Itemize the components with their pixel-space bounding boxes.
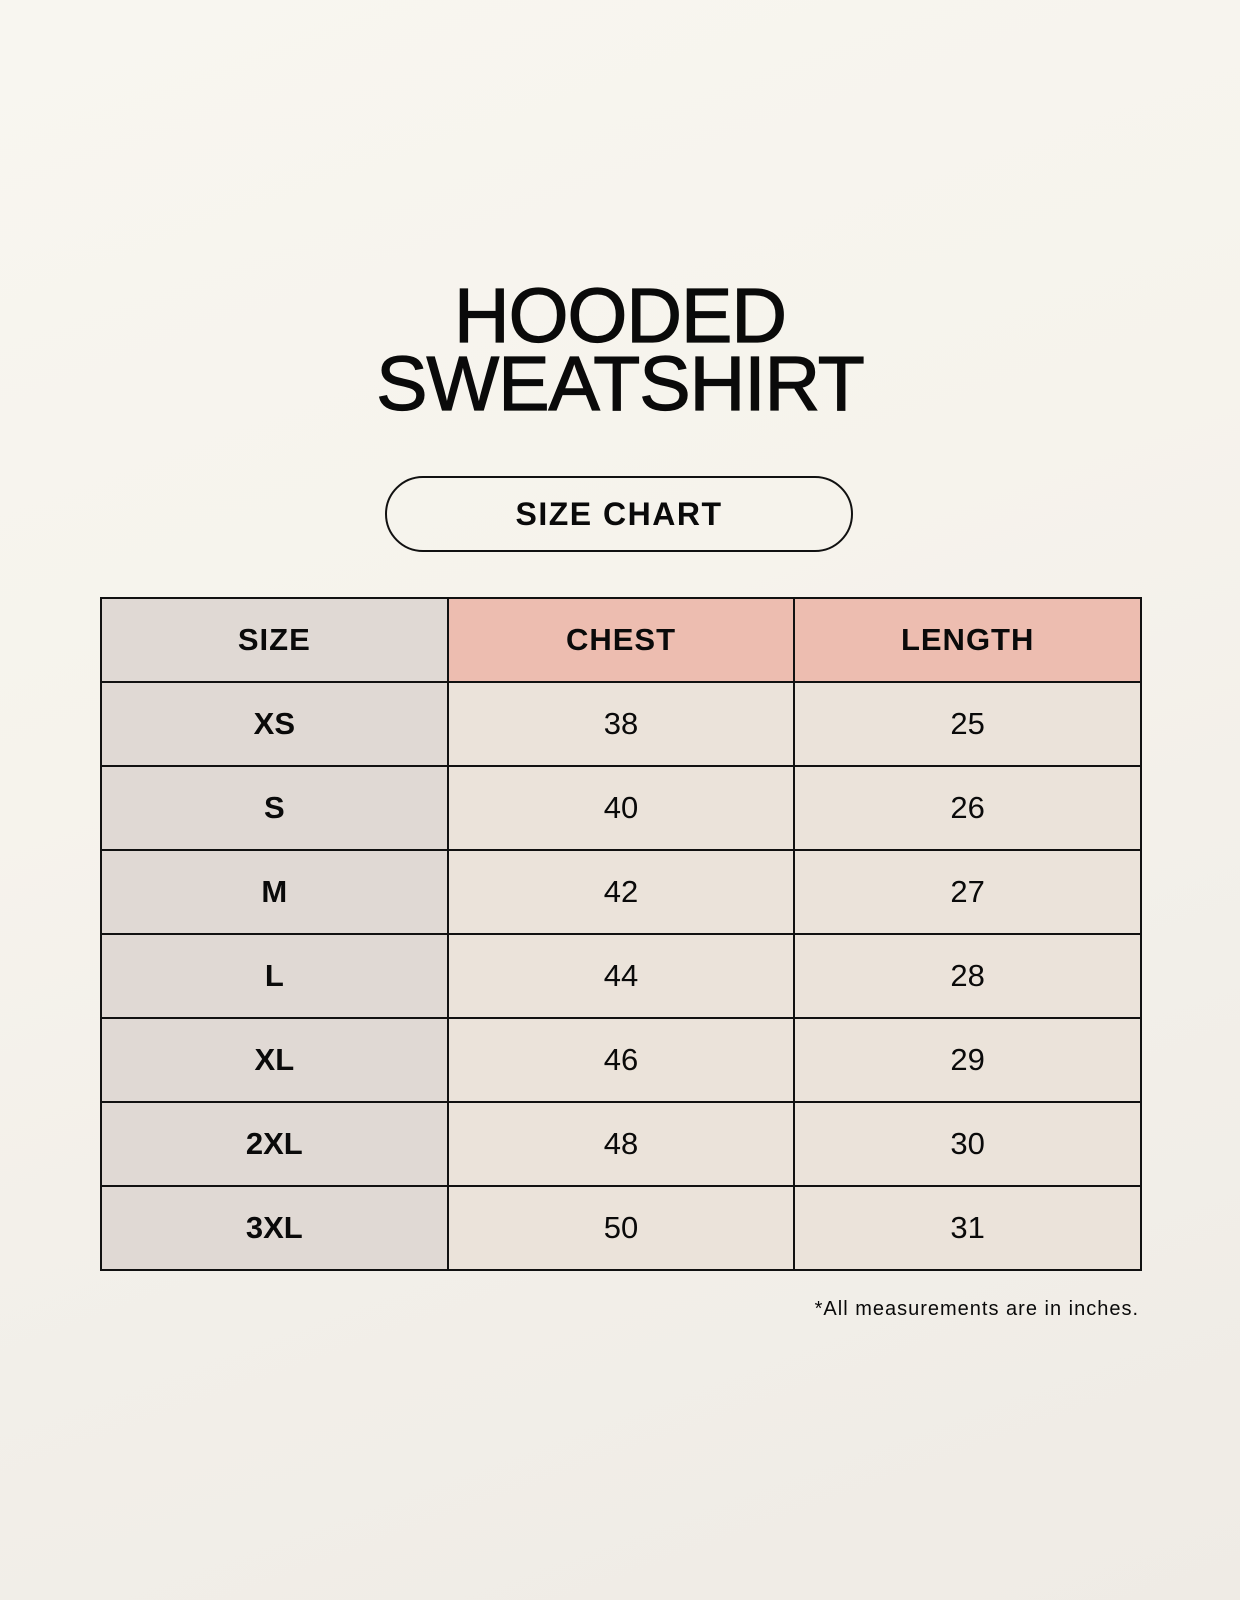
cell-chest: 40 [446,765,796,851]
size-chart-badge: SIZE CHART [385,476,853,552]
cell-length: 30 [793,1101,1142,1187]
footnote: *All measurements are in inches. [814,1298,1139,1320]
cell-size: L [100,933,449,1019]
page-title: HOODED SWEATSHIRT [0,273,1240,427]
table-row: L 44 28 [100,933,1142,1019]
header-chest: CHEST [446,597,796,683]
cell-size: 3XL [100,1185,449,1271]
cell-chest: 38 [446,681,796,767]
cell-length: 31 [793,1185,1142,1271]
cell-chest: 46 [446,1017,796,1103]
cell-chest: 50 [446,1185,796,1271]
cell-chest: 42 [446,849,796,935]
cell-length: 29 [793,1017,1142,1103]
cell-length: 25 [793,681,1142,767]
cell-size: XS [100,681,449,767]
size-table: SIZE CHEST LENGTH XS 38 25 S 40 26 M 42 27 L 44 28 X… [100,597,1142,1271]
table-row: S 40 26 [100,765,1142,851]
cell-length: 27 [793,849,1142,935]
cell-length: 28 [793,933,1142,1019]
table-row: XS 38 25 [100,681,1142,767]
header-size: SIZE [100,597,449,683]
table-header-row: SIZE CHEST LENGTH [100,597,1142,683]
title-line-2: SWEATSHIRT [376,341,866,427]
header-length: LENGTH [793,597,1142,683]
table-row: 3XL 50 31 [100,1185,1142,1271]
cell-size: S [100,765,449,851]
cell-size: M [100,849,449,935]
table-row: XL 46 29 [100,1017,1142,1103]
cell-size: 2XL [100,1101,449,1187]
cell-length: 26 [793,765,1142,851]
cell-size: XL [100,1017,449,1103]
cell-chest: 48 [446,1101,796,1187]
title-line-1: HOODED [453,273,787,359]
table-row: M 42 27 [100,849,1142,935]
table-row: 2XL 48 30 [100,1101,1142,1187]
cell-chest: 44 [446,933,796,1019]
